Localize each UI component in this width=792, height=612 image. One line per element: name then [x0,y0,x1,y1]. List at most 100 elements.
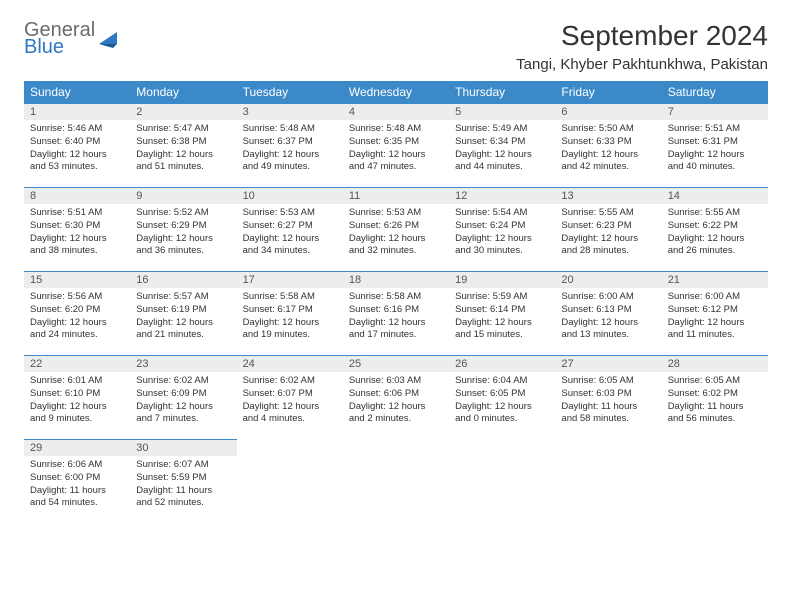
day-number: 15 [24,272,130,288]
daylight-text: and 34 minutes. [243,245,337,258]
sunset-text: Sunset: 6:20 PM [30,304,124,317]
calendar-cell: 9Sunrise: 5:52 AMSunset: 6:29 PMDaylight… [130,188,236,272]
day-number: 4 [343,104,449,120]
sunrise-text: Sunrise: 6:02 AM [136,375,230,388]
calendar-cell: 28Sunrise: 6:05 AMSunset: 6:02 PMDayligh… [662,356,768,440]
sunset-text: Sunset: 6:05 PM [455,388,549,401]
daylight-text: and 30 minutes. [455,245,549,258]
daylight-text: Daylight: 12 hours [561,233,655,246]
day-content: Sunrise: 6:02 AMSunset: 6:07 PMDaylight:… [237,372,343,430]
header: General Blue September 2024 Tangi, Khybe… [24,20,768,73]
weekday-header: Wednesday [343,81,449,104]
calendar-cell: 11Sunrise: 5:53 AMSunset: 6:26 PMDayligh… [343,188,449,272]
calendar-cell [237,440,343,524]
calendar-cell [555,440,661,524]
day-number: 19 [449,272,555,288]
daylight-text: and 26 minutes. [668,245,762,258]
calendar-cell [449,440,555,524]
calendar-cell: 10 Sunrise: 5:53 AMSunset: 6:27 PMDayligh… [237,188,343,272]
daylight-text: Daylight: 12 hours [349,401,443,414]
weekday-header: Thursday [449,81,555,104]
day-number: 30 [130,440,236,456]
daylight-text: Daylight: 12 hours [243,317,337,330]
month-title: September 2024 [516,20,768,52]
daylight-text: and 44 minutes. [455,161,549,174]
daylight-text: Daylight: 12 hours [455,149,549,162]
calendar-table: Sunday Monday Tuesday Wednesday Thursday… [24,81,768,524]
daylight-text: and 9 minutes. [30,413,124,426]
day-content: Sunrise: 5:58 AMSunset: 6:17 PMDaylight:… [237,288,343,346]
daylight-text: and 58 minutes. [561,413,655,426]
sunset-text: Sunset: 6:19 PM [136,304,230,317]
sunrise-text: Sunrise: 5:51 AM [668,123,762,136]
daylight-text: and 51 minutes. [136,161,230,174]
daylight-text: and 40 minutes. [668,161,762,174]
day-content: Sunrise: 5:52 AMSunset: 6:29 PMDaylight:… [130,204,236,262]
sunrise-text: Sunrise: 5:58 AM [349,291,443,304]
sunrise-text: Sunrise: 6:00 AM [668,291,762,304]
sunrise-text: Sunrise: 5:53 AM [349,207,443,220]
day-number: 14 [662,188,768,204]
sunrise-text: Sunrise: 6:05 AM [561,375,655,388]
calendar-cell: 14Sunrise: 5:55 AMSunset: 6:22 PMDayligh… [662,188,768,272]
sunset-text: Sunset: 6:02 PM [668,388,762,401]
calendar-cell: 3Sunrise: 5:48 AMSunset: 6:37 PMDaylight… [237,104,343,188]
sunset-text: Sunset: 6:33 PM [561,136,655,149]
daylight-text: Daylight: 12 hours [668,149,762,162]
location: Tangi, Khyber Pakhtunkhwa, Pakistan [516,56,768,73]
calendar-cell [662,440,768,524]
sunrise-text: Sunrise: 5:53 AM [243,207,337,220]
logo: General Blue [24,20,121,57]
day-number: 6 [555,104,661,120]
sunset-text: Sunset: 6:24 PM [455,220,549,233]
daylight-text: Daylight: 12 hours [455,317,549,330]
day-content: Sunrise: 6:05 AMSunset: 6:03 PMDaylight:… [555,372,661,430]
calendar-cell: 7Sunrise: 5:51 AMSunset: 6:31 PMDaylight… [662,104,768,188]
sunrise-text: Sunrise: 6:00 AM [561,291,655,304]
sunrise-text: Sunrise: 5:51 AM [30,207,124,220]
day-content: Sunrise: 5:51 AMSunset: 6:30 PMDaylight:… [24,204,130,262]
weekday-header: Saturday [662,81,768,104]
calendar-cell: 21Sunrise: 6:00 AMSunset: 6:12 PMDayligh… [662,272,768,356]
day-content: Sunrise: 5:56 AMSunset: 6:20 PMDaylight:… [24,288,130,346]
weekday-header: Monday [130,81,236,104]
calendar-row: 22Sunrise: 6:01 AMSunset: 6:10 PMDayligh… [24,356,768,440]
daylight-text: and 2 minutes. [349,413,443,426]
calendar-cell: 12Sunrise: 5:54 AMSunset: 6:24 PMDayligh… [449,188,555,272]
day-content: Sunrise: 5:59 AMSunset: 6:14 PMDaylight:… [449,288,555,346]
calendar-cell: 25Sunrise: 6:03 AMSunset: 6:06 PMDayligh… [343,356,449,440]
calendar-cell: 15Sunrise: 5:56 AMSunset: 6:20 PMDayligh… [24,272,130,356]
daylight-text: and 54 minutes. [30,497,124,510]
day-number: 22 [24,356,130,372]
calendar-cell: 19Sunrise: 5:59 AMSunset: 6:14 PMDayligh… [449,272,555,356]
daylight-text: and 32 minutes. [349,245,443,258]
sunrise-text: Sunrise: 6:07 AM [136,459,230,472]
day-number: 10 [237,188,343,204]
calendar-row: 15Sunrise: 5:56 AMSunset: 6:20 PMDayligh… [24,272,768,356]
calendar-cell: 24Sunrise: 6:02 AMSunset: 6:07 PMDayligh… [237,356,343,440]
sunset-text: Sunset: 6:10 PM [30,388,124,401]
sunrise-text: Sunrise: 6:02 AM [243,375,337,388]
calendar-cell: 26Sunrise: 6:04 AMSunset: 6:05 PMDayligh… [449,356,555,440]
calendar-cell: 27Sunrise: 6:05 AMSunset: 6:03 PMDayligh… [555,356,661,440]
day-content: Sunrise: 6:04 AMSunset: 6:05 PMDaylight:… [449,372,555,430]
day-content: Sunrise: 6:07 AMSunset: 5:59 PMDaylight:… [130,456,236,514]
daylight-text: and 24 minutes. [30,329,124,342]
daylight-text: Daylight: 12 hours [455,233,549,246]
sunset-text: Sunset: 6:14 PM [455,304,549,317]
daylight-text: Daylight: 12 hours [349,233,443,246]
day-content: Sunrise: 5:46 AMSunset: 6:40 PMDaylight:… [24,120,130,178]
day-number: 25 [343,356,449,372]
sunset-text: Sunset: 6:27 PM [243,220,337,233]
sunset-text: Sunset: 6:23 PM [561,220,655,233]
daylight-text: Daylight: 12 hours [243,233,337,246]
sunrise-text: Sunrise: 5:54 AM [455,207,549,220]
sunset-text: Sunset: 6:03 PM [561,388,655,401]
sunrise-text: Sunrise: 5:47 AM [136,123,230,136]
calendar-cell: 29Sunrise: 6:06 AMSunset: 6:00 PMDayligh… [24,440,130,524]
daylight-text: Daylight: 12 hours [136,317,230,330]
daylight-text: and 11 minutes. [668,329,762,342]
calendar-cell: 18Sunrise: 5:58 AMSunset: 6:16 PMDayligh… [343,272,449,356]
daylight-text: and 47 minutes. [349,161,443,174]
day-content: Sunrise: 5:58 AMSunset: 6:16 PMDaylight:… [343,288,449,346]
